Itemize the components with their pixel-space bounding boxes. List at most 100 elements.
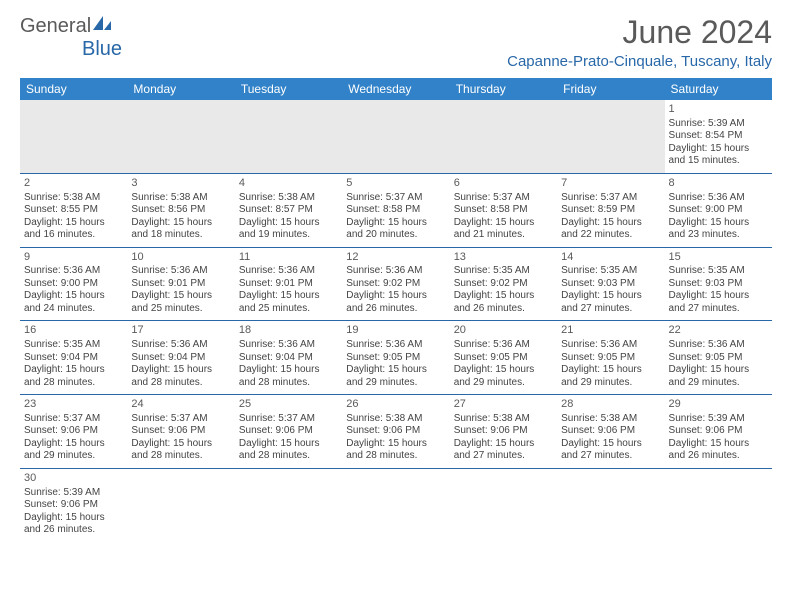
- day-number: 28: [561, 398, 660, 412]
- day-number: 4: [239, 177, 338, 191]
- calendar-cell: 19Sunrise: 5:36 AMSunset: 9:05 PMDayligh…: [342, 321, 449, 395]
- day-info: Sunrise: 5:36 AMSunset: 9:05 PMDaylight:…: [669, 339, 768, 389]
- day-number: 30: [24, 472, 123, 486]
- day-info: Sunrise: 5:38 AMSunset: 8:57 PMDaylight:…: [239, 192, 338, 242]
- day-number: 23: [24, 398, 123, 412]
- calendar-cell: 16Sunrise: 5:35 AMSunset: 9:04 PMDayligh…: [20, 321, 127, 395]
- day-info: Sunrise: 5:38 AMSunset: 8:55 PMDaylight:…: [24, 192, 123, 242]
- logo-text: General Blue: [20, 14, 122, 61]
- calendar-cell: 27Sunrise: 5:38 AMSunset: 9:06 PMDayligh…: [450, 395, 557, 469]
- day-number: 13: [454, 251, 553, 265]
- calendar-cell: [557, 468, 664, 541]
- day-info: Sunrise: 5:39 AMSunset: 9:06 PMDaylight:…: [669, 413, 768, 463]
- calendar-cell: [235, 100, 342, 173]
- day-info: Sunrise: 5:37 AMSunset: 9:06 PMDaylight:…: [24, 413, 123, 463]
- calendar-cell: 22Sunrise: 5:36 AMSunset: 9:05 PMDayligh…: [665, 321, 772, 395]
- calendar-cell: 30Sunrise: 5:39 AMSunset: 9:06 PMDayligh…: [20, 468, 127, 541]
- day-number: 24: [131, 398, 230, 412]
- day-info: Sunrise: 5:36 AMSunset: 9:05 PMDaylight:…: [561, 339, 660, 389]
- calendar-cell: 9Sunrise: 5:36 AMSunset: 9:00 PMDaylight…: [20, 247, 127, 321]
- day-number: 16: [24, 324, 123, 338]
- day-info: Sunrise: 5:36 AMSunset: 9:01 PMDaylight:…: [131, 265, 230, 315]
- weekday-header: Saturday: [665, 78, 772, 100]
- day-info: Sunrise: 5:36 AMSunset: 9:00 PMDaylight:…: [669, 192, 768, 242]
- calendar-head: SundayMondayTuesdayWednesdayThursdayFrid…: [20, 78, 772, 100]
- calendar-cell: 10Sunrise: 5:36 AMSunset: 9:01 PMDayligh…: [127, 247, 234, 321]
- day-info: Sunrise: 5:37 AMSunset: 8:59 PMDaylight:…: [561, 192, 660, 242]
- calendar-cell: 23Sunrise: 5:37 AMSunset: 9:06 PMDayligh…: [20, 395, 127, 469]
- weekday-header: Friday: [557, 78, 664, 100]
- calendar-cell: 8Sunrise: 5:36 AMSunset: 9:00 PMDaylight…: [665, 173, 772, 247]
- logo: General Blue: [20, 14, 122, 61]
- day-info: Sunrise: 5:35 AMSunset: 9:03 PMDaylight:…: [669, 265, 768, 315]
- day-info: Sunrise: 5:37 AMSunset: 8:58 PMDaylight:…: [454, 192, 553, 242]
- calendar-cell: 25Sunrise: 5:37 AMSunset: 9:06 PMDayligh…: [235, 395, 342, 469]
- day-info: Sunrise: 5:36 AMSunset: 9:04 PMDaylight:…: [239, 339, 338, 389]
- day-number: 8: [669, 177, 768, 191]
- day-info: Sunrise: 5:38 AMSunset: 8:56 PMDaylight:…: [131, 192, 230, 242]
- day-number: 1: [669, 103, 768, 117]
- day-number: 11: [239, 251, 338, 265]
- weekday-header: Thursday: [450, 78, 557, 100]
- day-number: 14: [561, 251, 660, 265]
- weekday-header: Tuesday: [235, 78, 342, 100]
- calendar-cell: [127, 468, 234, 541]
- day-info: Sunrise: 5:38 AMSunset: 9:06 PMDaylight:…: [454, 413, 553, 463]
- day-number: 25: [239, 398, 338, 412]
- day-number: 19: [346, 324, 445, 338]
- calendar-cell: [450, 100, 557, 173]
- sail-icon: [91, 14, 113, 38]
- day-info: Sunrise: 5:36 AMSunset: 9:02 PMDaylight:…: [346, 265, 445, 315]
- calendar-cell: 20Sunrise: 5:36 AMSunset: 9:05 PMDayligh…: [450, 321, 557, 395]
- calendar-cell: 14Sunrise: 5:35 AMSunset: 9:03 PMDayligh…: [557, 247, 664, 321]
- day-info: Sunrise: 5:36 AMSunset: 9:04 PMDaylight:…: [131, 339, 230, 389]
- calendar-cell: 6Sunrise: 5:37 AMSunset: 8:58 PMDaylight…: [450, 173, 557, 247]
- day-info: Sunrise: 5:37 AMSunset: 9:06 PMDaylight:…: [131, 413, 230, 463]
- day-info: Sunrise: 5:38 AMSunset: 9:06 PMDaylight:…: [561, 413, 660, 463]
- day-number: 29: [669, 398, 768, 412]
- calendar-cell: 26Sunrise: 5:38 AMSunset: 9:06 PMDayligh…: [342, 395, 449, 469]
- day-info: Sunrise: 5:38 AMSunset: 9:06 PMDaylight:…: [346, 413, 445, 463]
- day-number: 15: [669, 251, 768, 265]
- calendar-cell: 12Sunrise: 5:36 AMSunset: 9:02 PMDayligh…: [342, 247, 449, 321]
- logo-text-2: Blue: [82, 38, 122, 60]
- calendar-cell: 13Sunrise: 5:35 AMSunset: 9:02 PMDayligh…: [450, 247, 557, 321]
- weekday-header: Wednesday: [342, 78, 449, 100]
- calendar-cell: 3Sunrise: 5:38 AMSunset: 8:56 PMDaylight…: [127, 173, 234, 247]
- calendar-cell: 2Sunrise: 5:38 AMSunset: 8:55 PMDaylight…: [20, 173, 127, 247]
- day-number: 6: [454, 177, 553, 191]
- header-right: June 2024 Capanne-Prato-Cinquale, Tuscan…: [507, 14, 772, 70]
- day-info: Sunrise: 5:39 AMSunset: 8:54 PMDaylight:…: [669, 118, 768, 168]
- day-number: 27: [454, 398, 553, 412]
- day-number: 18: [239, 324, 338, 338]
- calendar-cell: 15Sunrise: 5:35 AMSunset: 9:03 PMDayligh…: [665, 247, 772, 321]
- calendar-body: 1Sunrise: 5:39 AMSunset: 8:54 PMDaylight…: [20, 100, 772, 542]
- month-title: June 2024: [507, 14, 772, 51]
- day-info: Sunrise: 5:37 AMSunset: 9:06 PMDaylight:…: [239, 413, 338, 463]
- day-info: Sunrise: 5:36 AMSunset: 9:05 PMDaylight:…: [346, 339, 445, 389]
- calendar-cell: 29Sunrise: 5:39 AMSunset: 9:06 PMDayligh…: [665, 395, 772, 469]
- day-info: Sunrise: 5:39 AMSunset: 9:06 PMDaylight:…: [24, 487, 123, 537]
- day-number: 20: [454, 324, 553, 338]
- calendar-cell: 5Sunrise: 5:37 AMSunset: 8:58 PMDaylight…: [342, 173, 449, 247]
- day-info: Sunrise: 5:36 AMSunset: 9:05 PMDaylight:…: [454, 339, 553, 389]
- day-number: 7: [561, 177, 660, 191]
- day-number: 3: [131, 177, 230, 191]
- day-info: Sunrise: 5:36 AMSunset: 9:00 PMDaylight:…: [24, 265, 123, 315]
- day-number: 17: [131, 324, 230, 338]
- day-info: Sunrise: 5:35 AMSunset: 9:02 PMDaylight:…: [454, 265, 553, 315]
- day-info: Sunrise: 5:36 AMSunset: 9:01 PMDaylight:…: [239, 265, 338, 315]
- calendar-cell: [342, 468, 449, 541]
- day-number: 21: [561, 324, 660, 338]
- calendar-table: SundayMondayTuesdayWednesdayThursdayFrid…: [20, 78, 772, 542]
- calendar-cell: 21Sunrise: 5:36 AMSunset: 9:05 PMDayligh…: [557, 321, 664, 395]
- calendar-cell: [127, 100, 234, 173]
- calendar-cell: 1Sunrise: 5:39 AMSunset: 8:54 PMDaylight…: [665, 100, 772, 173]
- day-number: 10: [131, 251, 230, 265]
- weekday-header: Monday: [127, 78, 234, 100]
- day-number: 12: [346, 251, 445, 265]
- calendar-cell: [342, 100, 449, 173]
- calendar-cell: 11Sunrise: 5:36 AMSunset: 9:01 PMDayligh…: [235, 247, 342, 321]
- calendar-cell: [557, 100, 664, 173]
- day-info: Sunrise: 5:35 AMSunset: 9:04 PMDaylight:…: [24, 339, 123, 389]
